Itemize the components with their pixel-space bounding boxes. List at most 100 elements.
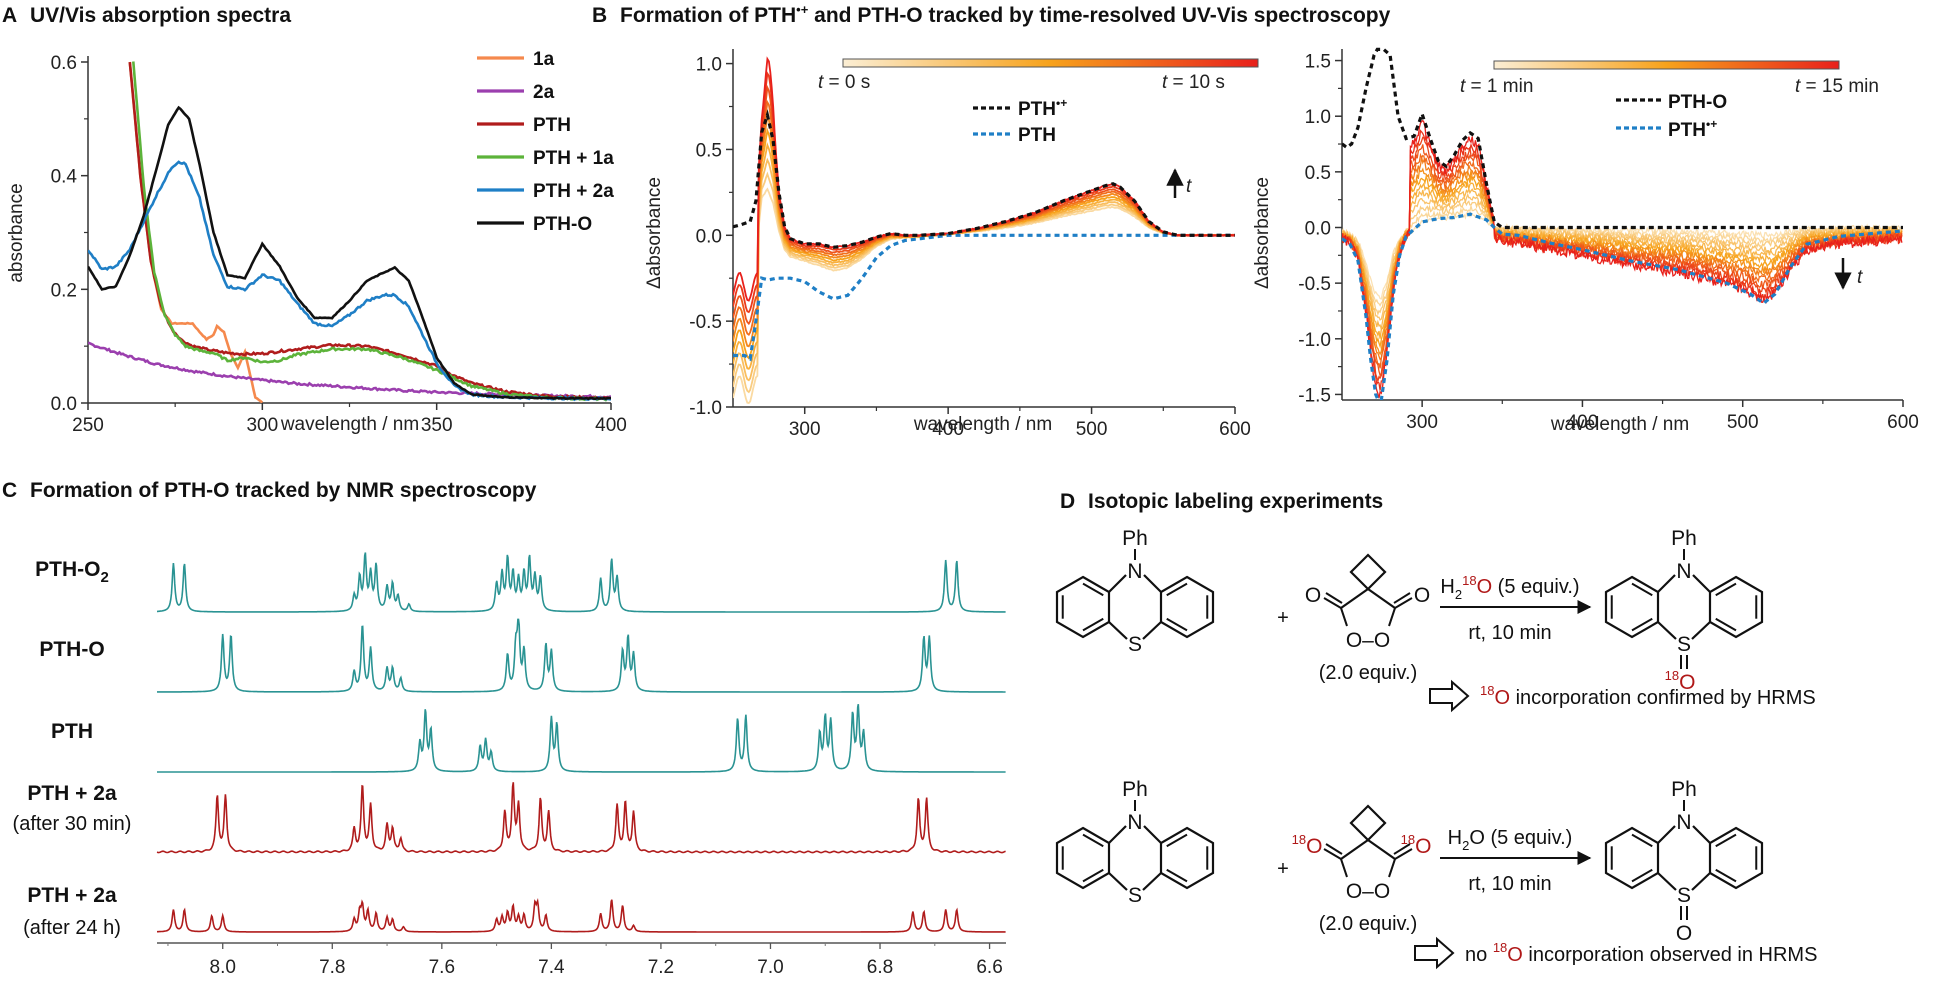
arrow-label: t (1857, 267, 1863, 288)
bond (1692, 574, 1711, 593)
colorbar-start-label: t = 0 s (818, 72, 870, 93)
nmr-trace (157, 552, 1006, 613)
colorbar-start-value: = 1 min (1465, 76, 1533, 97)
atom-s: S (1128, 633, 1142, 656)
chart-b-right-y-tick-label: -1.5 (1298, 385, 1331, 406)
chart-b-left-x-tick-label: 300 (789, 419, 821, 440)
substituent-ph: Ph (1122, 527, 1148, 550)
legend-label: PTH (1018, 125, 1056, 146)
bond (1657, 574, 1676, 593)
double-bond (1166, 833, 1188, 848)
isotope-label: 18 (1462, 573, 1476, 588)
nmr-x-tick-label: 7.2 (648, 957, 674, 978)
product-oxygen: O (1676, 922, 1692, 945)
double-bond (1393, 592, 1411, 604)
chart-a-x-tick-label: 350 (421, 415, 453, 436)
panel-c-title: Formation of PTH-O tracked by NMR spectr… (30, 479, 537, 502)
colorbar-end-var: t (1162, 72, 1168, 93)
double-bond (1325, 843, 1343, 855)
chart-b-left-xlabel: wavelength / nm (913, 414, 1052, 435)
panel-b-title: Formation of PTH•+ and PTH-O tracked by … (620, 2, 1391, 27)
time-series-line (733, 56, 1235, 302)
bond (1388, 607, 1396, 627)
isotope-label: 18 (1493, 940, 1507, 955)
chart-b-right-x-tick-label: 600 (1887, 412, 1919, 433)
chart-b-right-y-tick-label: 1.5 (1305, 52, 1331, 73)
legend-name: PTH (1018, 99, 1056, 120)
substituent-ph: Ph (1671, 778, 1697, 801)
atom-n: N (1127, 560, 1142, 583)
chart-a-y-tick-label: 0.2 (51, 280, 77, 301)
bond (1143, 574, 1162, 593)
nmr-row-label: PTH-O2 (35, 558, 109, 586)
substituent-ph: Ph (1122, 778, 1148, 801)
double-bond (1082, 868, 1104, 883)
legend-name: PTH (1018, 125, 1056, 146)
time-series-line (1342, 200, 1903, 316)
panel-a-title: UV/Vis absorption spectra (30, 4, 291, 27)
bond (1108, 574, 1127, 593)
substituent-ph: Ph (1671, 527, 1697, 550)
chart-b-left-x-tick-label: 600 (1219, 419, 1251, 440)
reagent-pre: H (1448, 827, 1462, 849)
double-bond (1166, 582, 1188, 597)
double-bond (1323, 848, 1342, 860)
isotope-label: 18 (1292, 832, 1306, 847)
chart-b-right-y-tick-label: -0.5 (1298, 274, 1331, 295)
arrow-label: t (1186, 176, 1192, 197)
chart-a-ylabel: absorbance (6, 183, 27, 282)
double-bond (1715, 868, 1737, 883)
carbonyl-oxygen: O (1414, 584, 1430, 607)
benzene-ring (1708, 826, 1764, 890)
panel-a: A UV/Vis absorption spectra 250 300 350 400… (2, 4, 627, 436)
legend-name: PTH-O (1668, 92, 1727, 113)
result-post: incorporation observed in HRMS (1523, 944, 1818, 966)
nmr-trace (157, 897, 1006, 933)
reagent-post: (5 equiv.) (1485, 827, 1572, 849)
outline-arrow-icon (1414, 936, 1455, 970)
panel-b-title-sup: •+ (796, 2, 809, 17)
result-text: 18O incorporation confirmed by HRMS (1480, 683, 1816, 709)
double-bond (1631, 582, 1653, 597)
chart-b-right-y-tick-label: 0.5 (1305, 163, 1331, 184)
reagent-sub: 2 (1462, 838, 1469, 853)
nmr-row-label-sub: 2 (100, 569, 108, 586)
double-bond (1082, 582, 1104, 597)
chart-a-xlabel: wavelength / nm (280, 414, 419, 435)
nmr-x-tick-label: 7.8 (319, 957, 345, 978)
legend-label: 2a (533, 82, 555, 103)
result-pre: no (1465, 944, 1493, 966)
colorbar-start-var: t (1460, 76, 1466, 97)
legend-label: PTH + 1a (533, 148, 614, 169)
atom-n: N (1676, 560, 1691, 583)
reagent-label: H2O (5 equiv.) (1448, 827, 1573, 853)
atom-s: S (1677, 633, 1691, 656)
legend-label: PTH + 2a (533, 181, 614, 202)
double-bond (1166, 868, 1188, 883)
benzene-ring (1604, 826, 1660, 890)
legend-label: PTH-O (1668, 92, 1727, 113)
chart-b-left-x-tick-label: 400 (932, 419, 964, 440)
result-atom: O (1494, 687, 1510, 709)
atom-s: S (1677, 884, 1691, 907)
carbonyl-oxygen: O (1305, 584, 1321, 607)
chart-b-left-y-tick-label: 1.0 (696, 55, 722, 76)
cyclobutane-ring (1349, 553, 1387, 591)
oxygen-atom: O (1414, 584, 1430, 607)
bond (1657, 825, 1676, 844)
bond (1108, 872, 1128, 891)
nmr-trace (156, 782, 1006, 854)
reagent-post: (5 equiv.) (1492, 576, 1579, 598)
cyclobutane-ring (1349, 804, 1387, 842)
oxygen-atom: O (1679, 671, 1695, 694)
chart-b-right-xlabel: wavelength / nm (1550, 414, 1689, 435)
reagent-label: H218O (5 equiv.) (1440, 573, 1579, 602)
chart-b-right-y-tick-label: 1.0 (1305, 107, 1331, 128)
bond (1691, 621, 1711, 640)
bond (1388, 858, 1396, 878)
panel-b-title-post: and PTH-O tracked by time-resolved UV-Vi… (808, 4, 1390, 27)
